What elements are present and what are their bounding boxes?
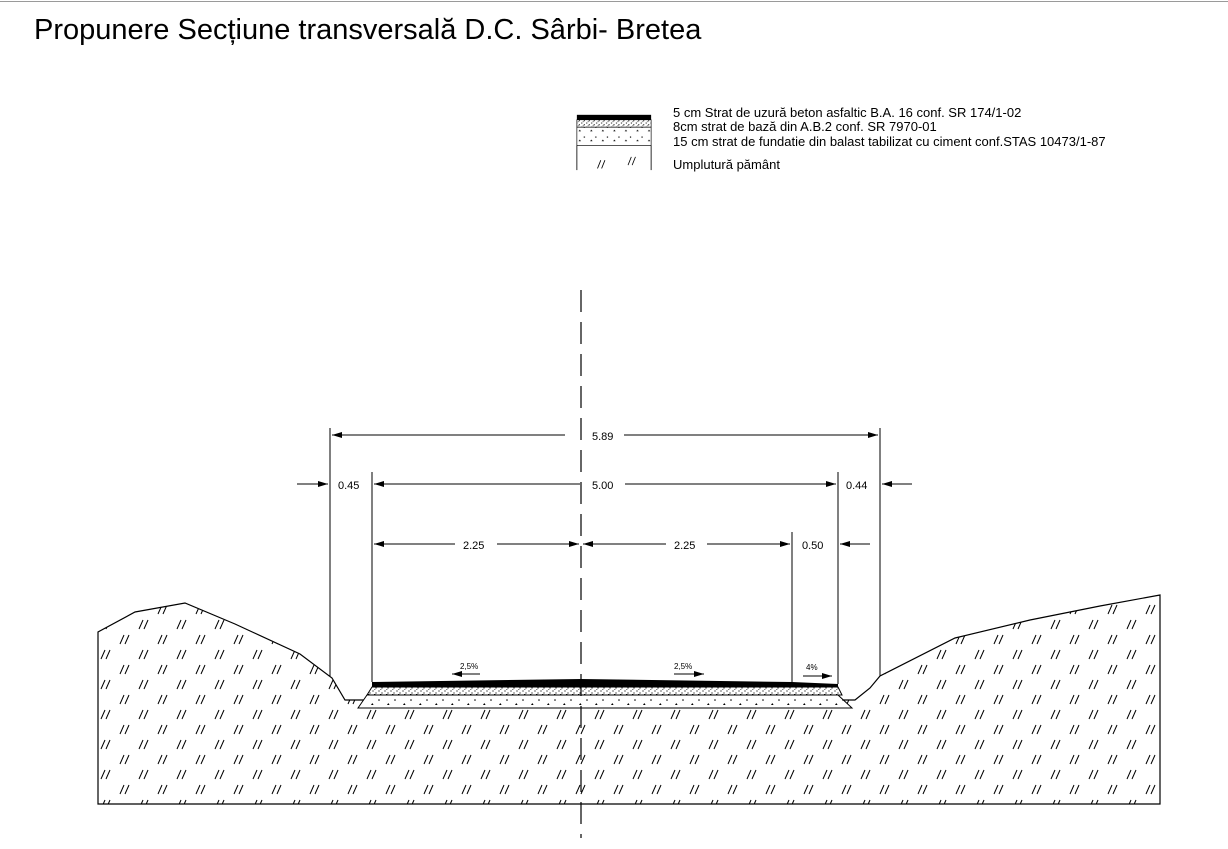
legend-swatch-foundation xyxy=(576,126,652,146)
dimension-total-width-label: 5.89 xyxy=(592,431,613,443)
foundation-layer xyxy=(357,694,854,709)
page-title: Propunere Secțiune transversală D.C. Sâr… xyxy=(34,14,702,46)
slope-edge-label: 4% xyxy=(806,663,818,672)
dimension-right-strip-label: 0.50 xyxy=(802,540,823,552)
slope-right-label: 2,5% xyxy=(674,662,692,671)
dimension-carriageway-label: 5.00 xyxy=(592,480,613,492)
slope-indicators xyxy=(452,671,832,679)
dimension-left-lane-label: 2.25 xyxy=(463,540,484,552)
legend: 5 cm Strat de uzură beton asfaltic B.A. … xyxy=(568,104,1208,180)
dimension-extension-lines xyxy=(329,428,881,684)
wearing-course-layer xyxy=(372,679,838,687)
legend-label-earth-fill: Umplutură pământ xyxy=(673,157,780,172)
slope-left-label: 2,5% xyxy=(460,662,478,671)
legend-swatch-wearing-course xyxy=(576,114,652,120)
legend-label-foundation: 15 cm strat de fundatie din balast tabil… xyxy=(673,134,1106,149)
legend-swatches xyxy=(576,114,652,171)
legend-swatch-earth-fill xyxy=(576,145,652,171)
top-border-line xyxy=(0,1,1228,2)
legend-label-wearing-course: 5 cm Strat de uzură beton asfaltic B.A. … xyxy=(673,105,1022,120)
dimension-right-shoulder-label: 0.44 xyxy=(846,480,867,492)
legend-label-base-course: 8cm strat de bază din A.B.2 conf. SR 797… xyxy=(673,119,937,134)
earth-fill-area xyxy=(97,594,1161,805)
dimension-left-shoulder-label: 0.45 xyxy=(338,480,359,492)
dimension-right-lane-label: 2.25 xyxy=(674,540,695,552)
base-course-layer xyxy=(366,686,843,696)
